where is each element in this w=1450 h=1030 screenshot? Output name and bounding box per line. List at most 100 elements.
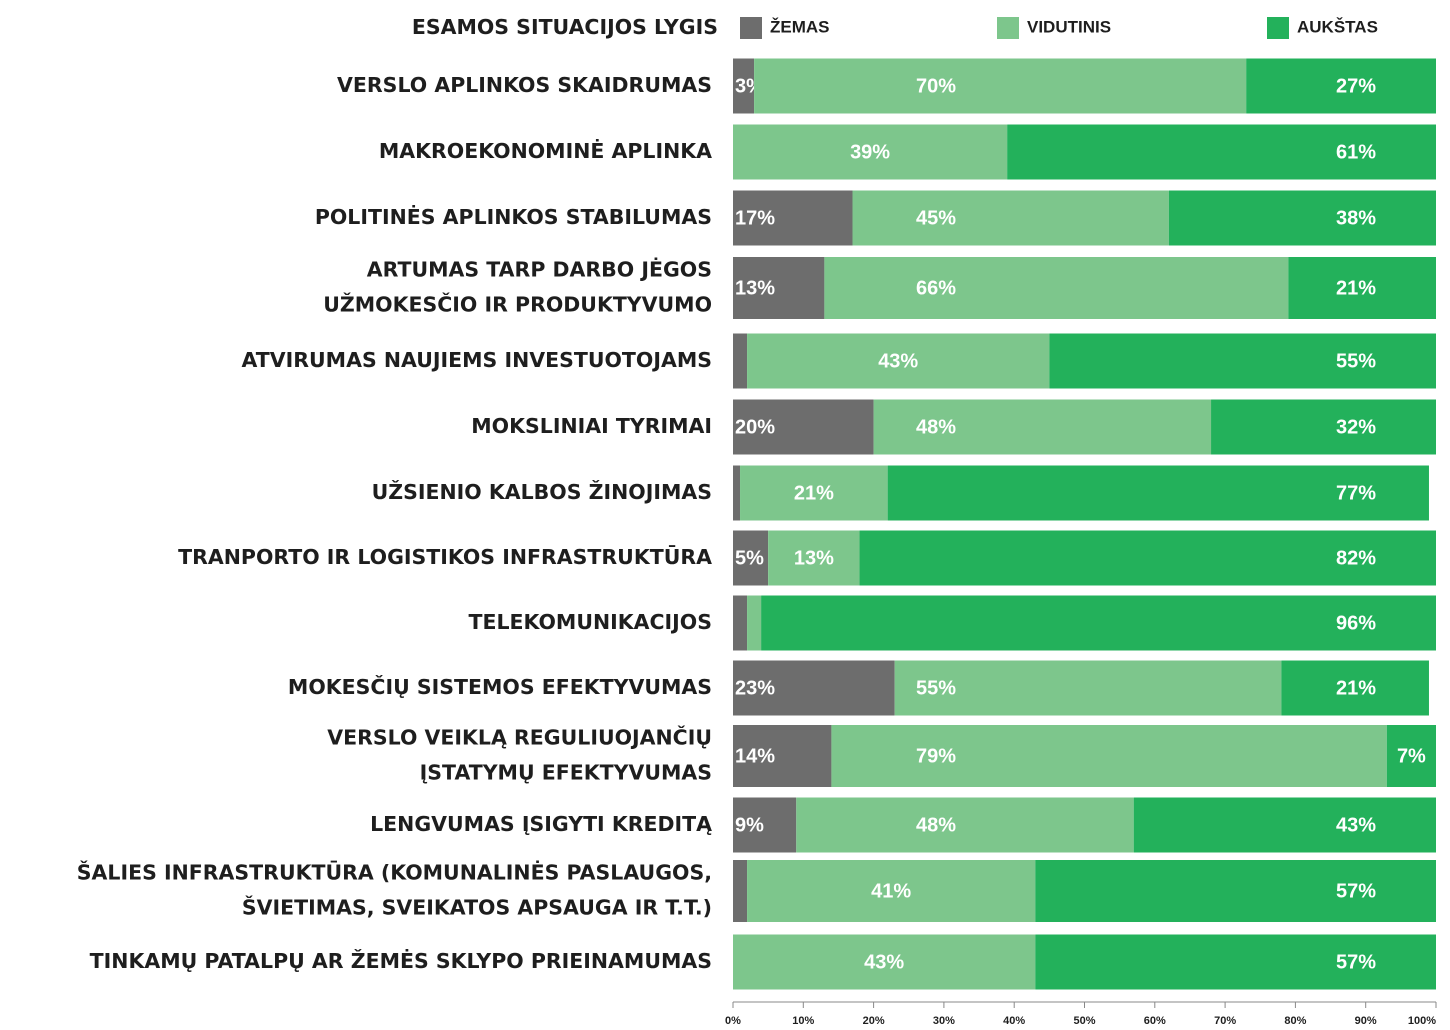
x-tick-label: 100% [1408,1015,1436,1027]
bar-segment [1035,860,1436,922]
value-label: 9% [735,814,764,836]
value-label: 43% [1336,814,1376,836]
bar-segment [733,530,769,586]
bar-segment [887,465,1429,521]
value-label: 55% [916,677,956,699]
value-label: 66% [916,277,956,299]
value-label: 45% [916,207,956,229]
value-label: 14% [735,745,775,767]
value-label: 21% [1336,277,1376,299]
bar-segment [1035,934,1436,990]
value-label: 57% [1336,951,1376,973]
bar-segment [733,190,853,246]
bar-segment [733,58,755,114]
category-label: MOKESČIŲ SISTEMOS EFEKTYVUMAS [288,674,712,699]
category-label: VERSLO VEIKLĄ REGULIUOJANČIŲ ĮSTATYMŲ EFE… [327,725,712,785]
value-label: 48% [916,416,956,438]
bar-segment [1049,333,1436,389]
bar-segment [796,797,1134,853]
bar-segment [1133,797,1436,853]
value-label: 13% [735,277,775,299]
bar-segment [747,333,1050,389]
value-label: 39% [850,141,890,163]
value-label: 41% [871,880,911,902]
legend-swatch [997,17,1019,39]
bar-segment [733,860,748,922]
bar-segment [1281,660,1429,716]
bar-segment [831,725,1387,787]
bar-segment [768,530,860,586]
bar-segment [733,660,895,716]
bar-segment [873,399,1212,455]
value-label: 23% [735,677,775,699]
bar-segment [733,595,748,651]
value-label: 57% [1336,880,1376,902]
bar-segment [1211,399,1436,455]
bar-segment [824,257,1289,319]
bar-segment [1246,58,1436,114]
category-label: TRANPORTO IR LOGISTIKOS INFRASTRUKTŪRA [178,544,712,569]
bar-segment [747,595,762,651]
legend-label: VIDUTINIS [1027,17,1111,36]
category-label: ARTUMAS TARP DARBO JĖGOS UŽMOKESČIO IR PR… [323,257,712,317]
value-label: 13% [794,547,834,569]
value-label: 48% [916,814,956,836]
category-label: ŠALIES INFRASTRUKTŪRA (KOMUNALINĖS PASLA… [77,860,712,920]
value-label: 61% [1336,141,1376,163]
x-tick-label: 10% [792,1015,814,1027]
bar-segment [733,465,741,521]
bar-segment [894,660,1282,716]
legend-label: AUKŠTAS [1297,17,1378,36]
bar-segment [754,58,1247,114]
bar-segment [859,530,1436,586]
category-label: TELEKOMUNIKACIJOS [468,610,712,634]
category-label: MAKROEKONOMINĖ APLINKA [379,138,712,163]
legend-label: ŽEMAS [770,17,830,36]
bar-segment [747,860,1036,922]
category-label: UŽSIENIO KALBOS ŽINOJIMAS [372,479,712,504]
x-tick-label: 0% [725,1015,741,1027]
value-label: 82% [1336,547,1376,569]
category-label: ATVIRUMAS NAUJIEMS INVESTUOTOJAMS [242,348,713,372]
bar-segment [1168,190,1436,246]
value-label: 43% [878,350,918,372]
category-label: MOKSLINIAI TYRIMAI [471,414,712,438]
legend-title: ESAMOS SITUACIJOS LYGIS [412,15,718,39]
x-tick-label: 70% [1214,1015,1236,1027]
bar-segment [733,257,825,319]
category-label: TINKAMŲ PATALPŲ AR ŽEMĖS SKLYPO PRIEINAM… [90,948,712,973]
bar-segment [740,465,888,521]
bar-segment [733,333,748,389]
x-tick-label: 50% [1073,1015,1095,1027]
bar-segment [1007,124,1436,180]
x-tick-label: 60% [1144,1015,1166,1027]
x-tick-label: 80% [1284,1015,1306,1027]
value-label: 7% [1397,745,1426,767]
value-label: 5% [735,547,764,569]
bar-segment [852,190,1169,246]
category-label: POLITINĖS APLINKOS STABILUMAS [315,204,712,229]
value-label: 96% [1336,612,1376,634]
category-label: LENGVUMAS ĮSIGYTI KREDITĄ [370,812,712,836]
value-label: 70% [916,75,956,97]
legend-swatch [1267,17,1289,39]
value-label: 43% [864,951,904,973]
bar-segment [733,399,874,455]
bar-segment [733,797,797,853]
bar-segment [733,124,1008,180]
value-label: 17% [735,207,775,229]
bar-segment [1288,257,1436,319]
legend-swatch [740,17,762,39]
value-label: 79% [916,745,956,767]
x-tick-label: 90% [1355,1015,1377,1027]
value-label: 21% [1336,677,1376,699]
bar-segment [733,725,832,787]
value-label: 38% [1336,207,1376,229]
value-label: 21% [794,482,834,504]
value-label: 20% [735,416,775,438]
value-label: 55% [1336,350,1376,372]
value-label: 32% [1336,416,1376,438]
value-label: 77% [1336,482,1376,504]
x-tick-label: 20% [863,1015,885,1027]
